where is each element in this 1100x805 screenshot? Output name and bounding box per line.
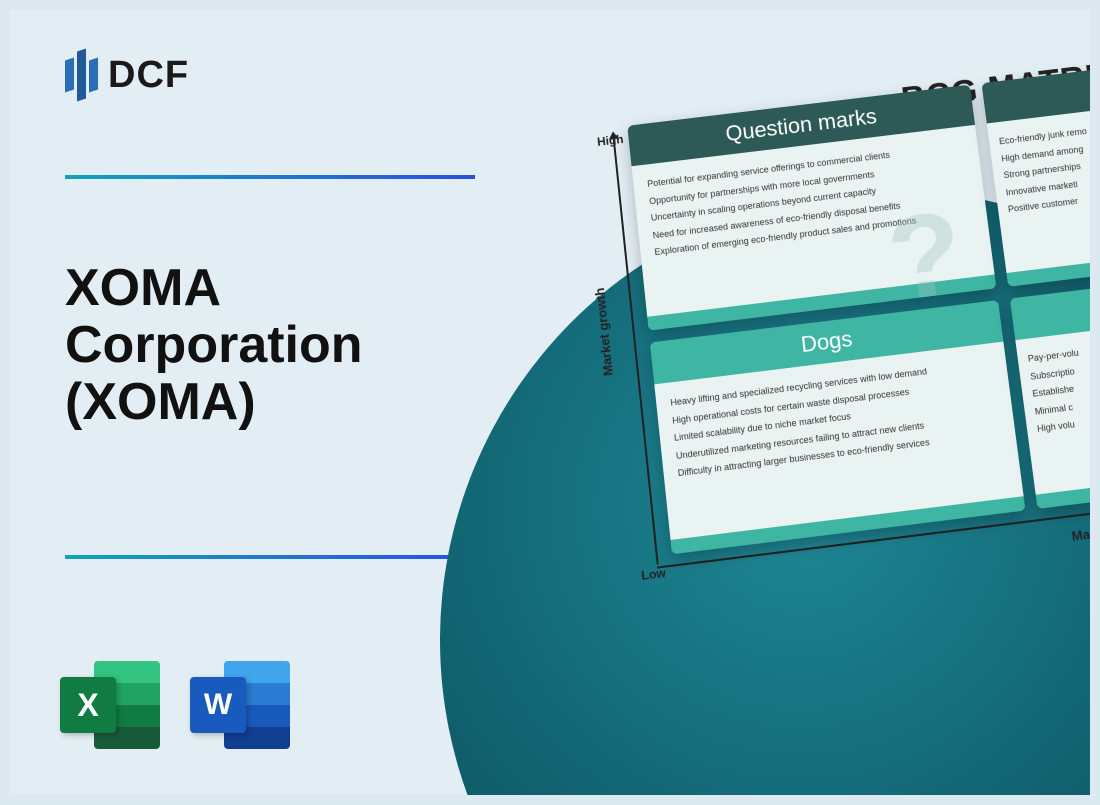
- logo-text: DCF: [108, 54, 189, 97]
- divider-top: [65, 175, 475, 179]
- app-icons-row: X W: [60, 655, 290, 755]
- excel-letter: X: [60, 677, 116, 733]
- card-dogs: Dogs Heavy lifting and specialized recyc…: [650, 300, 1026, 554]
- excel-icon: X: [60, 655, 160, 755]
- card-body: Pay-per-volu Subscriptio Establishe Mini…: [1015, 318, 1090, 494]
- axis-low-label: Low: [641, 566, 667, 583]
- card-header: [1010, 277, 1090, 340]
- card-question-marks: Question marks ? Potential for expanding…: [627, 85, 996, 331]
- word-letter: W: [190, 677, 246, 733]
- card-stars: Eco-friendly junk remo High demand among…: [981, 62, 1090, 287]
- word-icon: W: [190, 655, 290, 755]
- card-body: Eco-friendly junk remo High demand among…: [987, 102, 1090, 273]
- page-title: XOMA Corporation (XOMA): [65, 260, 485, 432]
- brand-logo: DCF: [65, 50, 189, 100]
- bcg-matrix: BCG MATRIX High Low Market growth Market…: [600, 63, 1090, 557]
- logo-bars-icon: [65, 50, 98, 100]
- divider-bottom: [65, 555, 475, 559]
- card-cash-cows: Pay-per-volu Subscriptio Establishe Mini…: [1010, 277, 1090, 509]
